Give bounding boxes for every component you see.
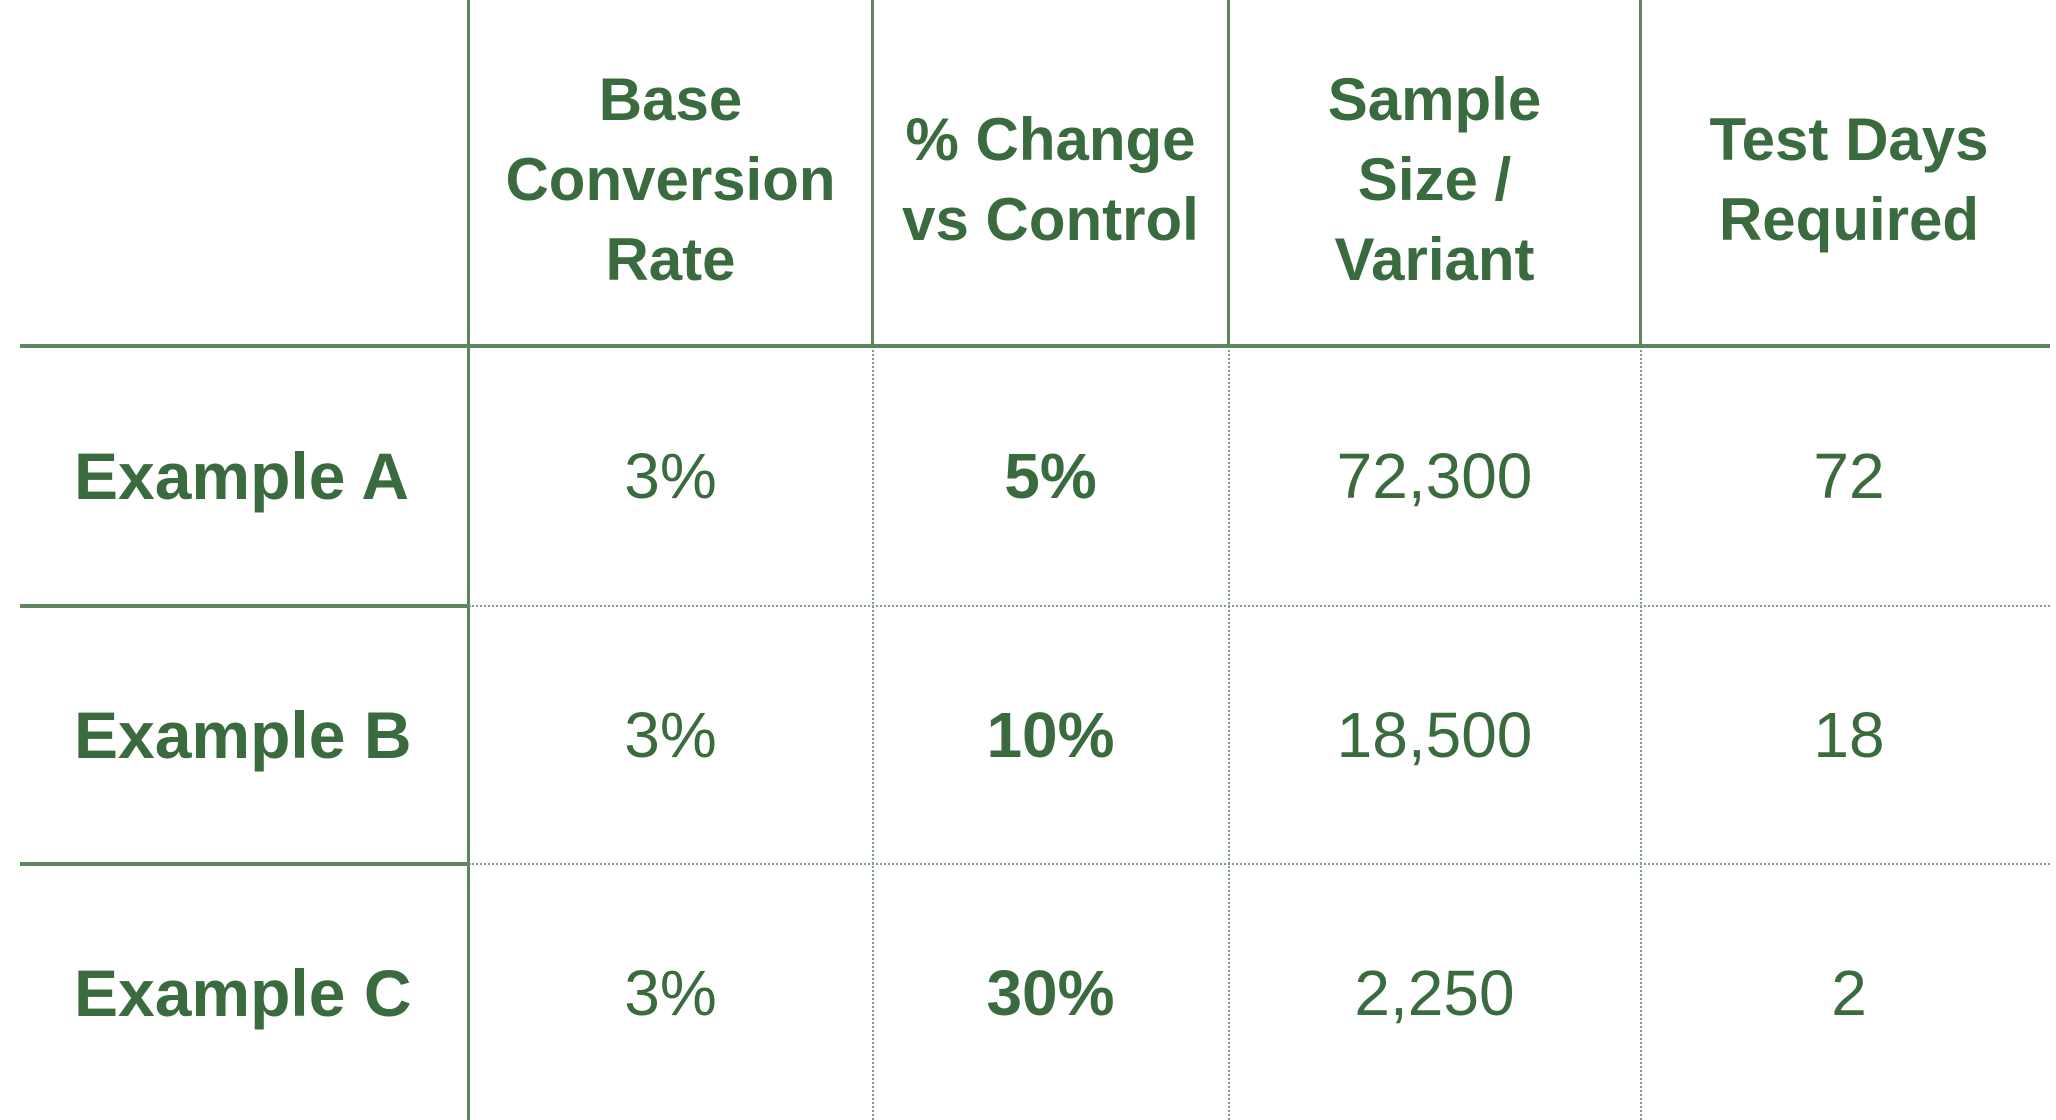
header-rule (20, 344, 2050, 348)
column-divider (1640, 346, 1642, 1120)
base-rate-value: 3% (624, 957, 717, 1029)
header-percent-change: % Change vs Control (902, 106, 1199, 253)
column-divider (1228, 346, 1230, 1120)
header-base-conversion-rate: Base Conversion Rate (505, 66, 836, 293)
column-divider (467, 0, 470, 1120)
row-rule (20, 862, 469, 866)
header-test-days: Test Days Required (1709, 106, 1989, 253)
percent-change-value: 30% (986, 957, 1115, 1029)
test-days-value: 2 (1831, 957, 1867, 1029)
row-label: Example C (74, 956, 412, 1030)
header-sample-size: Sample Size / Variant (1327, 66, 1542, 293)
percent-change-value: 10% (986, 699, 1115, 771)
sample-size-value: 72,300 (1336, 440, 1533, 512)
test-days-value: 18 (1813, 699, 1885, 771)
sample-size-value: 2,250 (1354, 957, 1515, 1029)
row-rule (469, 863, 2050, 865)
column-divider (1227, 0, 1230, 346)
percent-change-value: 5% (1004, 440, 1097, 512)
column-divider (872, 346, 874, 1120)
row-label: Example A (74, 439, 410, 513)
base-rate-value: 3% (624, 699, 717, 771)
row-label: Example B (74, 698, 412, 772)
column-divider (1639, 0, 1642, 346)
test-days-value: 72 (1813, 440, 1885, 512)
row-rule (20, 604, 469, 608)
sample-size-value: 18,500 (1336, 699, 1533, 771)
column-divider (871, 0, 874, 346)
row-rule (469, 605, 2050, 607)
base-rate-value: 3% (624, 440, 717, 512)
